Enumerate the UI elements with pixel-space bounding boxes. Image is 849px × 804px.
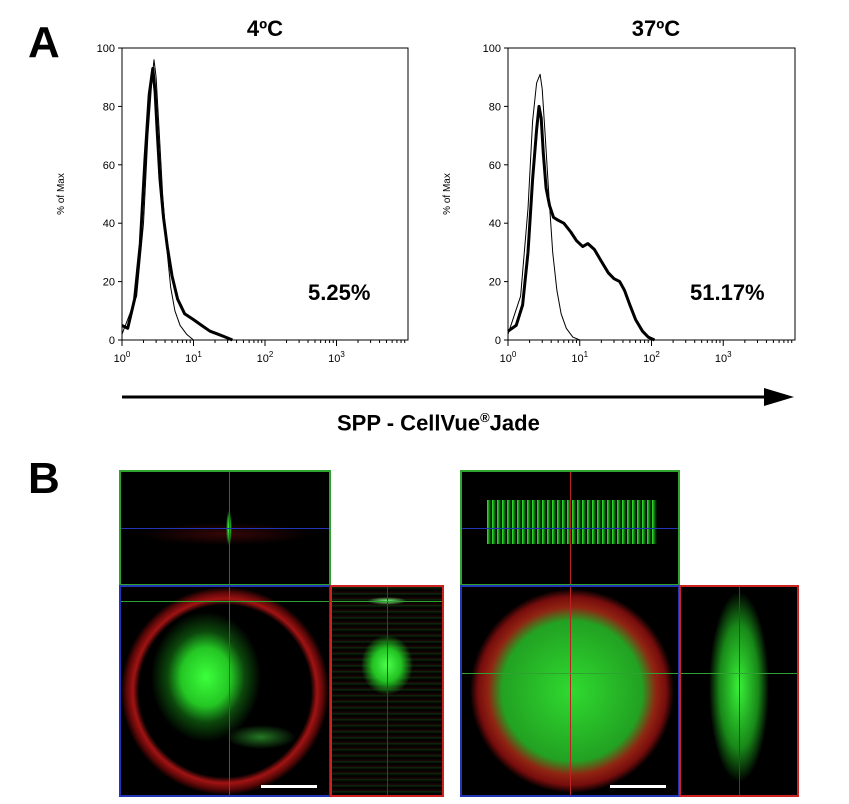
x-tick-label: 100 (500, 350, 517, 365)
x-tick-exponent: 0 (126, 350, 131, 359)
crosshair-horizontal (681, 673, 797, 674)
microscopy-4c-xz-view (119, 470, 331, 586)
x-tick-exponent: 2 (269, 350, 274, 359)
plot-frame (507, 47, 796, 341)
x-axis-label-text: SPP - CellVue (337, 410, 481, 436)
crosshair-vertical (570, 587, 571, 795)
y-tick-label: 20 (103, 277, 115, 289)
y-tick-label: 100 (483, 43, 501, 55)
crosshair-vertical (739, 587, 740, 795)
registered-mark: ® (480, 410, 490, 425)
x-tick-base: 10 (643, 353, 655, 365)
chart-title-37c: 37ºC (631, 16, 681, 41)
x-tick-exponent: 3 (340, 350, 345, 359)
panel-label-b: B (28, 454, 60, 503)
y-axis-label: % of Max (442, 173, 453, 215)
scale-bar (610, 785, 666, 788)
x-tick-exponent: 2 (655, 350, 660, 359)
x-tick-exponent: 3 (727, 350, 732, 359)
x-tick-base: 10 (114, 353, 126, 365)
chart-title-4c: 4ºC (246, 16, 284, 41)
crosshair-horizontal (462, 673, 678, 674)
fluorescence-arrow (122, 388, 794, 406)
y-tick-label: 100 (97, 43, 115, 55)
histogram-control-line (121, 59, 194, 341)
x-tick-base: 10 (571, 353, 583, 365)
crosshair-horizontal (121, 601, 329, 602)
x-tick-exponent: 0 (512, 350, 517, 359)
y-tick-label: 0 (495, 335, 501, 347)
x-axis-label-tail: Jade (489, 410, 540, 436)
y-tick-label: 80 (489, 101, 501, 113)
crosshair-vertical (387, 587, 388, 795)
y-tick-label: 40 (103, 218, 115, 230)
percent-positive-37c: 51.17% (690, 280, 765, 305)
microscopy-4c-yz-view (330, 585, 444, 797)
y-tick-label: 40 (489, 218, 501, 230)
x-tick-label: 102 (643, 350, 660, 365)
y-tick-label: 80 (103, 101, 115, 113)
x-tick-exponent: 1 (197, 350, 202, 359)
x-tick-label: 101 (185, 350, 202, 365)
scale-bar (261, 785, 317, 788)
histogram-stained-line (121, 66, 233, 342)
y-axis-label: % of Max (56, 173, 67, 215)
x-tick-label: 100 (114, 350, 131, 365)
histogram-stained-line (507, 104, 656, 342)
microscopy-37c-xy-view (460, 585, 680, 797)
panel-label-a: A (28, 18, 60, 67)
x-tick-exponent: 1 (584, 350, 589, 359)
x-tick-base: 10 (715, 353, 727, 365)
microscopy-37c-yz-view (679, 585, 799, 797)
microscopy-37c-xz-view (460, 470, 680, 586)
x-tick-base: 10 (328, 353, 340, 365)
x-tick-label: 101 (571, 350, 588, 365)
x-tick-label: 103 (715, 350, 732, 365)
crosshair-horizontal (332, 601, 442, 602)
x-axis-main-label: SPP - CellVue®Jade (337, 410, 540, 436)
percent-positive-4c: 5.25% (308, 280, 371, 305)
x-tick-base: 10 (500, 353, 512, 365)
y-tick-label: 60 (489, 160, 501, 172)
x-tick-label: 103 (328, 350, 345, 365)
crosshair-vertical (229, 587, 230, 795)
y-tick-label: 20 (489, 277, 501, 289)
y-tick-label: 60 (103, 160, 115, 172)
x-tick-label: 102 (257, 350, 274, 365)
x-tick-base: 10 (257, 353, 269, 365)
y-tick-label: 0 (109, 335, 115, 347)
crosshair-horizontal (121, 528, 329, 529)
crosshair-horizontal (462, 528, 678, 529)
microscopy-4c-xy-view (119, 585, 331, 797)
histogram-control-line (507, 73, 580, 341)
x-tick-base: 10 (185, 353, 197, 365)
